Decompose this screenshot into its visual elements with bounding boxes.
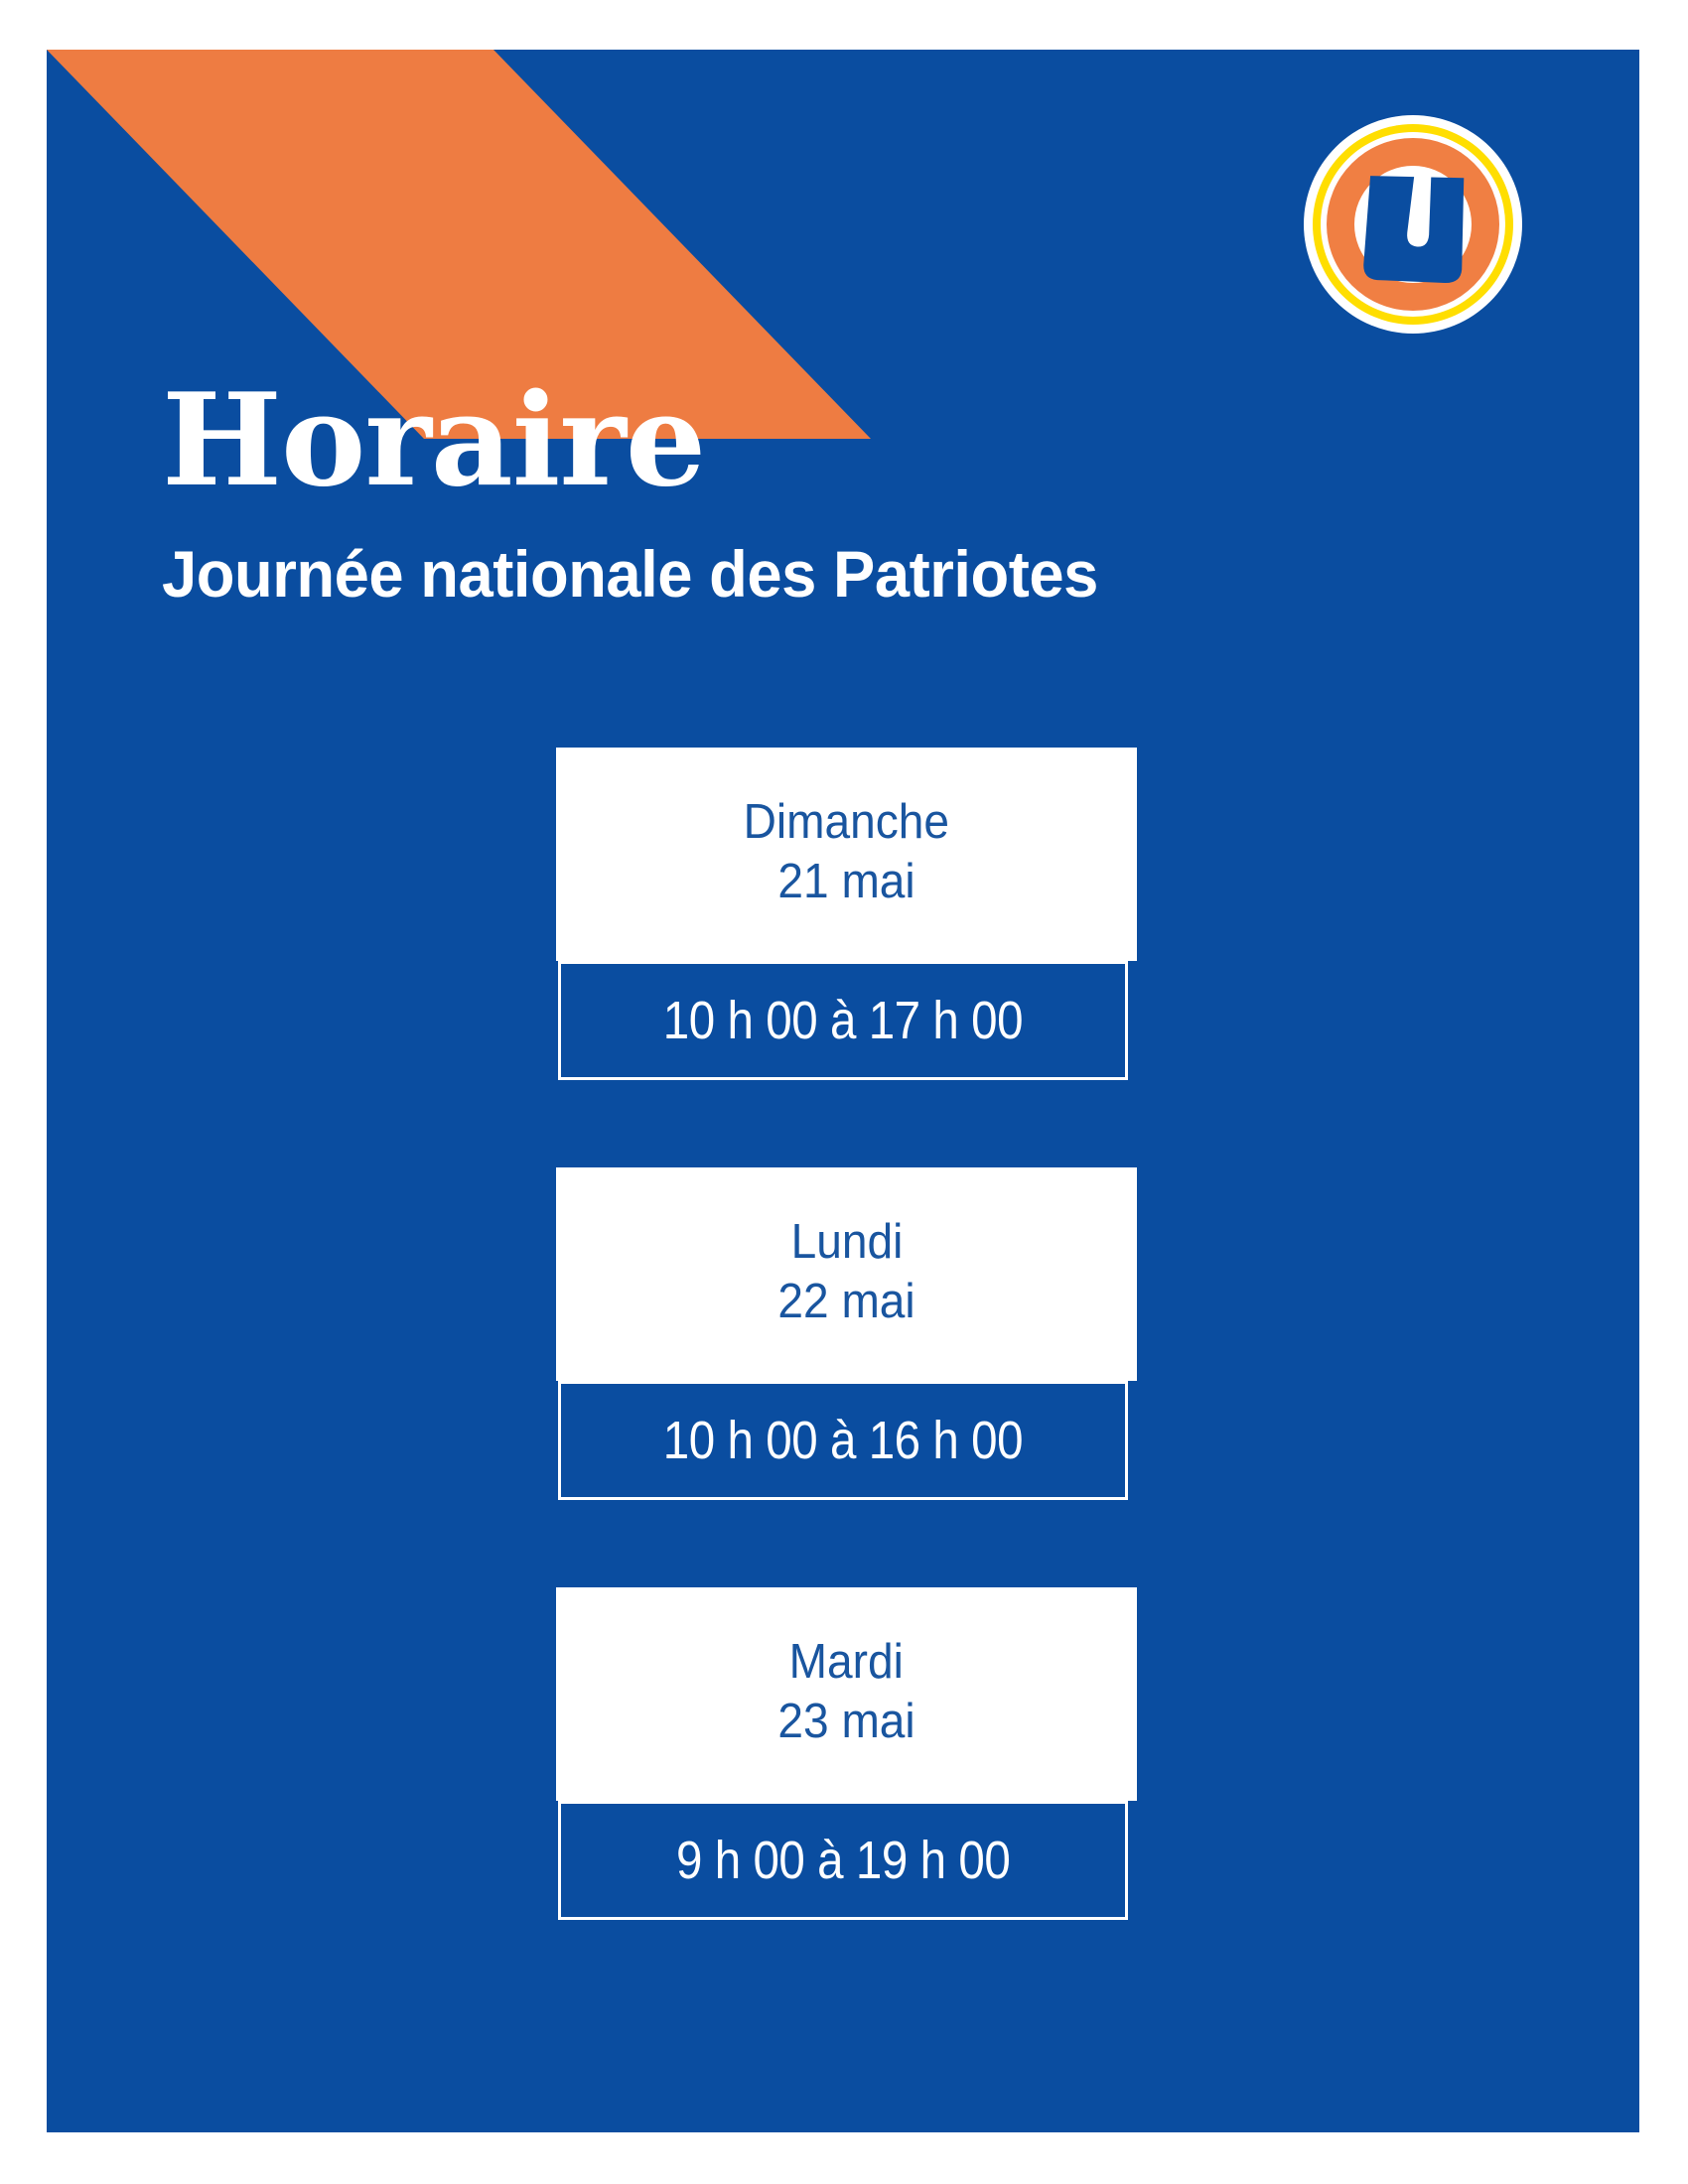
day-date: 23 mai [777,1694,915,1748]
uniprix-u-logo [1303,114,1523,335]
hours-text: 10 h 00 à 17 h 00 [662,991,1024,1050]
schedule-card-list: Dimanche 21 mai 10 h 00 à 17 h 00 Lundi … [556,748,1137,1920]
schedule-card-hours-block: 9 h 00 à 19 h 00 [558,1801,1128,1920]
poster-background-panel: Horaire Journée nationale des Patriotes … [47,50,1639,2132]
day-name: Dimanche [743,794,950,849]
page-subtitle: Journée nationale des Patriotes [162,537,1098,611]
day-date: 22 mai [777,1274,915,1328]
day-name: Lundi [790,1214,903,1269]
day-date: 21 mai [777,854,915,908]
hours-text: 10 h 00 à 16 h 00 [662,1411,1024,1470]
schedule-card-day-block: Lundi 22 mai [556,1167,1137,1381]
schedule-card-hours-block: 10 h 00 à 16 h 00 [558,1381,1128,1500]
hours-text: 9 h 00 à 19 h 00 [675,1831,1011,1890]
schedule-card: Mardi 23 mai 9 h 00 à 19 h 00 [556,1587,1137,1920]
schedule-card-hours-block: 10 h 00 à 17 h 00 [558,961,1128,1080]
day-name: Mardi [788,1634,905,1689]
schedule-card: Lundi 22 mai 10 h 00 à 16 h 00 [556,1167,1137,1500]
schedule-card-day-block: Mardi 23 mai [556,1587,1137,1801]
page-title: Horaire [162,366,706,515]
title-block: Horaire Journée nationale des Patriotes [162,377,1552,609]
schedule-card: Dimanche 21 mai 10 h 00 à 17 h 00 [556,748,1137,1080]
schedule-card-day-block: Dimanche 21 mai [556,748,1137,961]
